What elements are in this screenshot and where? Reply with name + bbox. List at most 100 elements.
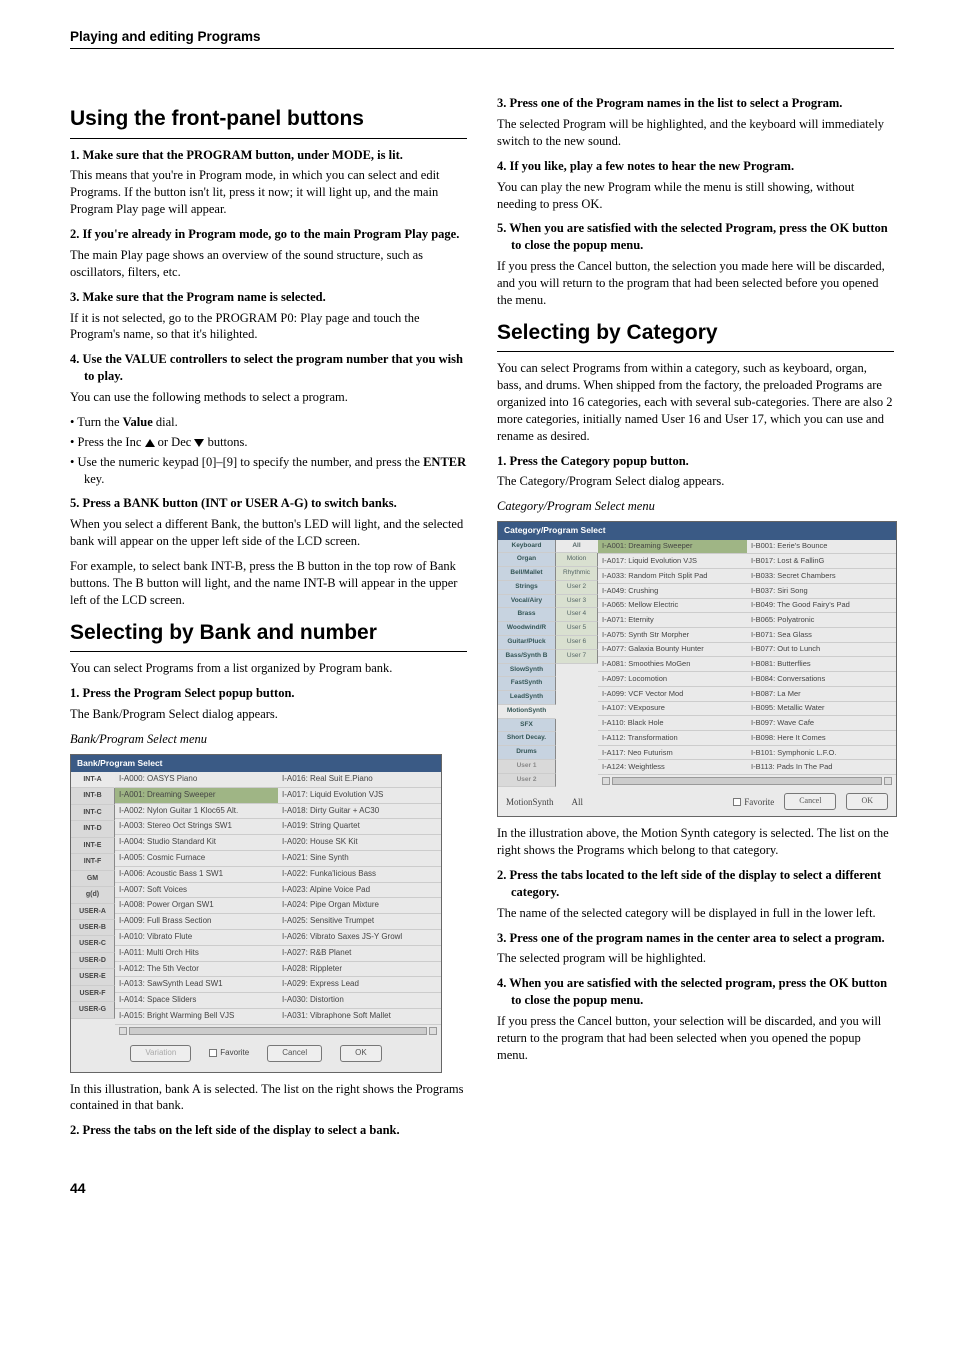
category-tab[interactable]: Bass/Synth B <box>498 650 556 664</box>
scroll-right-button[interactable] <box>884 777 892 785</box>
bank-tab[interactable]: INT-A <box>71 772 115 788</box>
subcategory-tab[interactable]: All <box>556 540 598 554</box>
program-item[interactable]: I-A014: Space Sliders <box>115 993 278 1009</box>
program-item[interactable]: I-B095: Metallic Water <box>747 702 896 717</box>
scroll-right-button[interactable] <box>429 1027 437 1035</box>
program-item[interactable]: I-B101: Symphonic L.F.O. <box>747 746 896 761</box>
ok-button[interactable]: OK <box>846 793 888 810</box>
program-item[interactable]: I-A117: Neo Futurism <box>598 746 747 761</box>
program-item[interactable]: I-A011: Multi Orch Hits <box>115 946 278 962</box>
bank-tab[interactable]: g(d) <box>71 887 115 903</box>
bank-tab[interactable]: USER-D <box>71 953 115 969</box>
category-tab[interactable]: Strings <box>498 581 556 595</box>
bank-tab[interactable]: GM <box>71 871 115 887</box>
program-item[interactable]: I-A071: Eternity <box>598 613 747 628</box>
scroll-track[interactable] <box>129 1027 427 1035</box>
program-item[interactable]: I-A008: Power Organ SW1 <box>115 898 278 914</box>
category-tab[interactable]: Drums <box>498 746 556 760</box>
program-item[interactable]: I-A065: Mellow Electric <box>598 599 747 614</box>
program-item[interactable]: I-A099: VCF Vector Mod <box>598 687 747 702</box>
variation-button[interactable]: Variation <box>130 1045 191 1062</box>
program-item[interactable]: I-A112: Transformation <box>598 731 747 746</box>
bank-tab[interactable]: USER-G <box>71 1002 115 1018</box>
program-item[interactable]: I-A031: Vibraphone Soft Mallet <box>278 1009 441 1025</box>
program-item[interactable]: I-B084: Conversations <box>747 672 896 687</box>
bank-tab[interactable]: INT-D <box>71 821 115 837</box>
program-item[interactable]: I-B033: Secret Chambers <box>747 569 896 584</box>
program-item[interactable]: I-A000: OASYS Piano <box>115 772 278 788</box>
category-tab[interactable]: User 1 <box>498 760 556 774</box>
program-item[interactable]: I-B001: Eerie's Bounce <box>747 540 896 555</box>
program-item[interactable]: I-A006: Acoustic Bass 1 SW1 <box>115 867 278 883</box>
subcategory-tab[interactable]: Motion <box>556 553 598 567</box>
program-item[interactable]: I-A075: Synth Str Morpher <box>598 628 747 643</box>
program-item[interactable]: I-A003: Stereo Oct Strings SW1 <box>115 819 278 835</box>
scroll-left-button[interactable] <box>602 777 610 785</box>
bank-tab[interactable]: USER-F <box>71 986 115 1002</box>
program-item[interactable]: I-A110: Black Hole <box>598 716 747 731</box>
program-item[interactable]: I-A049: Crushing <box>598 584 747 599</box>
program-item[interactable]: I-A077: Galaxia Bounty Hunter <box>598 643 747 658</box>
program-item[interactable]: I-A027: R&B Planet <box>278 946 441 962</box>
subcategory-tab[interactable]: User 5 <box>556 622 598 636</box>
program-item[interactable]: I-B077: Out to Lunch <box>747 643 896 658</box>
program-item[interactable]: I-B098: Here It Comes <box>747 731 896 746</box>
bank-tab[interactable]: INT-F <box>71 854 115 870</box>
program-item[interactable]: I-A107: VExposure <box>598 702 747 717</box>
program-item[interactable]: I-A081: Smoothies MoGen <box>598 657 747 672</box>
bank-tab[interactable]: INT-E <box>71 838 115 854</box>
category-tab[interactable]: Bell/Mallet <box>498 567 556 581</box>
program-item[interactable]: I-A020: House SK Kit <box>278 835 441 851</box>
program-item[interactable]: I-A026: Vibrato Saxes JS-Y Growl <box>278 930 441 946</box>
favorite-checkbox[interactable]: Favorite <box>209 1048 249 1059</box>
category-tab[interactable]: Guitar/Pluck <box>498 636 556 650</box>
cancel-button[interactable]: Cancel <box>267 1045 322 1062</box>
program-item[interactable]: I-A002: Nylon Guitar 1 Kloc65 Alt. <box>115 804 278 820</box>
program-item[interactable]: I-A030: Distortion <box>278 993 441 1009</box>
subcategory-tab[interactable]: User 7 <box>556 650 598 664</box>
bank-tab[interactable]: USER-E <box>71 969 115 985</box>
category-tab[interactable]: MotionSynth <box>498 705 556 719</box>
category-tab[interactable]: Vocal/Airy <box>498 595 556 609</box>
ok-button[interactable]: OK <box>340 1045 382 1062</box>
program-item[interactable]: I-A016: Real Suit E.Piano <box>278 772 441 788</box>
program-item[interactable]: I-B081: Butterflies <box>747 657 896 672</box>
program-item[interactable]: I-A023: Alpine Voice Pad <box>278 883 441 899</box>
bank-tab[interactable]: USER-B <box>71 920 115 936</box>
program-item[interactable]: I-A021: Sine Synth <box>278 851 441 867</box>
program-item[interactable]: I-B037: Siri Song <box>747 584 896 599</box>
program-item[interactable]: I-B049: The Good Fairy's Pad <box>747 599 896 614</box>
scroll-left-button[interactable] <box>119 1027 127 1035</box>
program-item[interactable]: I-A097: Locomotion <box>598 672 747 687</box>
bank-tab[interactable]: USER-A <box>71 904 115 920</box>
category-tab[interactable]: Brass <box>498 608 556 622</box>
program-item[interactable]: I-A005: Cosmic Furnace <box>115 851 278 867</box>
bank-tab[interactable]: INT-B <box>71 788 115 804</box>
program-item[interactable]: I-A017: Liquid Evolution VJS <box>598 554 747 569</box>
bank-tab[interactable]: USER-C <box>71 936 115 952</box>
subcategory-tab[interactable]: User 6 <box>556 636 598 650</box>
program-item[interactable]: I-A033: Random Pitch Split Pad <box>598 569 747 584</box>
bank-tab[interactable]: INT-C <box>71 805 115 821</box>
program-item[interactable]: I-A001: Dreaming Sweeper <box>115 788 278 804</box>
program-item[interactable]: I-A025: Sensitive Trumpet <box>278 914 441 930</box>
category-tab[interactable]: SlowSynth <box>498 664 556 678</box>
program-item[interactable]: I-B017: Lost & FallinG <box>747 554 896 569</box>
program-item[interactable]: I-A019: String Quartet <box>278 819 441 835</box>
program-item[interactable]: I-A010: Vibrato Flute <box>115 930 278 946</box>
program-item[interactable]: I-B071: Sea Glass <box>747 628 896 643</box>
program-item[interactable]: I-A013: SawSynth Lead SW1 <box>115 977 278 993</box>
subcategory-tab[interactable]: Rhythmic <box>556 567 598 581</box>
category-tab[interactable]: Woodwind/R <box>498 622 556 636</box>
program-item[interactable]: I-A004: Studio Standard Kit <box>115 835 278 851</box>
program-item[interactable]: I-A024: Pipe Organ Mixture <box>278 898 441 914</box>
program-item[interactable]: I-A001: Dreaming Sweeper <box>598 540 747 555</box>
program-item[interactable]: I-A124: Weightless <box>598 760 747 775</box>
category-tab[interactable]: FastSynth <box>498 677 556 691</box>
scroll-track[interactable] <box>612 777 882 785</box>
program-item[interactable]: I-A015: Bright Warming Bell VJS <box>115 1009 278 1025</box>
program-item[interactable]: I-B113: Pads In The Pad <box>747 760 896 775</box>
program-item[interactable]: I-A029: Express Lead <box>278 977 441 993</box>
category-tab[interactable]: Keyboard <box>498 540 556 554</box>
program-item[interactable]: I-A012: The 5th Vector <box>115 962 278 978</box>
